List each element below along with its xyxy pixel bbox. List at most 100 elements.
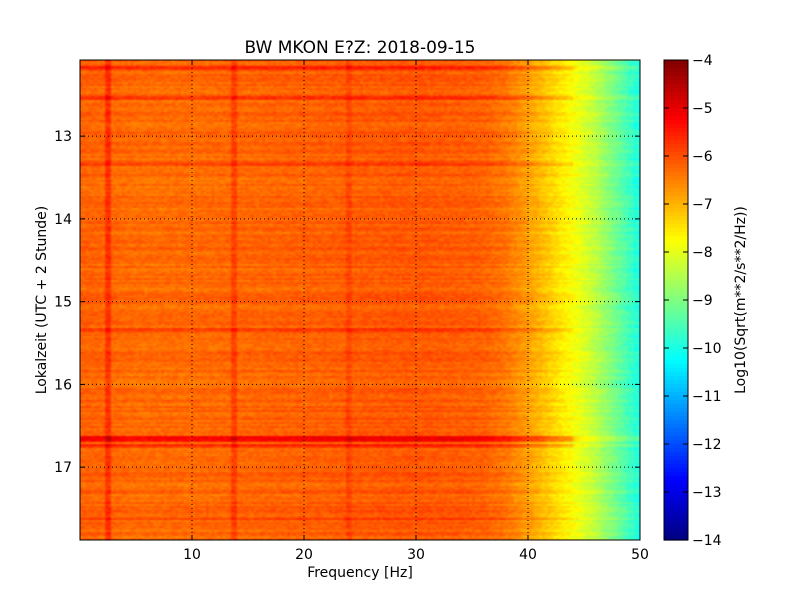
colorbar-segment [664, 424, 688, 429]
colorbar-segment [664, 60, 688, 65]
colorbar-segment [664, 360, 688, 365]
colorbar-segment [664, 456, 688, 461]
spectrogram-image [80, 60, 640, 540]
x-tick-label: 10 [183, 547, 201, 563]
colorbar-segment [664, 112, 688, 117]
colorbar-segment [664, 220, 688, 225]
colorbar-segment [664, 436, 688, 441]
colorbar-segment [664, 232, 688, 237]
colorbar-segment [664, 468, 688, 473]
plot-frame [79, 59, 641, 541]
colorbar-segment [664, 116, 688, 121]
colorbar-segment [664, 492, 688, 497]
colorbar-segment [664, 536, 688, 541]
colorbar-segment [664, 340, 688, 345]
colorbar-segment [664, 208, 688, 213]
colorbar-segment [664, 124, 688, 129]
colorbar-segment [664, 256, 688, 261]
colorbar-segment [664, 96, 688, 101]
x-axis-ticks: 10 20 30 40 50 [183, 60, 649, 563]
colorbar-segment [664, 152, 688, 157]
colorbar-segment [664, 308, 688, 313]
colorbar-segment [664, 352, 688, 357]
colorbar-segment [664, 164, 688, 169]
colorbar-segment [664, 408, 688, 413]
colorbar-segment [664, 400, 688, 405]
colorbar-segment [664, 312, 688, 317]
y-axis-label: Lokalzeit (UTC + 2 Stunde) [34, 206, 50, 395]
colorbar-label: Log10(Sqrt(m**2/s**2/Hz)) [733, 206, 749, 394]
colorbar [664, 60, 688, 541]
colorbar-segment [664, 212, 688, 217]
colorbar-segment [664, 196, 688, 201]
colorbar-segment [664, 296, 688, 301]
colorbar-segment [664, 388, 688, 393]
colorbar-segment [664, 64, 688, 69]
colorbar-segment [664, 268, 688, 273]
colorbar-segment [664, 276, 688, 281]
colorbar-segment [664, 428, 688, 433]
colorbar-segment [664, 140, 688, 145]
colorbar-tick-label: −4 [692, 53, 713, 69]
colorbar-segment [664, 104, 688, 109]
colorbar-segment [664, 324, 688, 329]
colorbar-segment [664, 144, 688, 149]
x-axis-label: Frequency [Hz] [307, 565, 413, 581]
colorbar-segment [664, 444, 688, 449]
colorbar-tick-label: −13 [692, 485, 722, 501]
x-tick-label: 40 [519, 547, 537, 563]
colorbar-segment [664, 528, 688, 533]
colorbar-segment [664, 532, 688, 537]
colorbar-segment [664, 464, 688, 469]
colorbar-tick-label: −9 [692, 293, 713, 309]
x-tick-label: 30 [407, 547, 425, 563]
colorbar-segment [664, 504, 688, 509]
colorbar-segment [664, 328, 688, 333]
colorbar-segment [664, 272, 688, 277]
colorbar-tick-label: −11 [692, 389, 722, 405]
colorbar-tick-label: −6 [692, 149, 713, 165]
colorbar-segment [664, 76, 688, 81]
colorbar-segment [664, 88, 688, 93]
colorbar-segment [664, 172, 688, 177]
colorbar-segment [664, 92, 688, 97]
y-tick-label: 14 [54, 212, 72, 228]
colorbar-segment [664, 460, 688, 465]
colorbar-segment [664, 392, 688, 397]
colorbar-segment [664, 192, 688, 197]
colorbar-segment [664, 304, 688, 309]
colorbar-segment [664, 364, 688, 369]
colorbar-segment [664, 440, 688, 445]
colorbar-segment [664, 372, 688, 377]
colorbar-segment [664, 252, 688, 257]
colorbar-segment [664, 472, 688, 477]
colorbar-segment [664, 356, 688, 361]
colorbar-segment [664, 216, 688, 221]
colorbar-segment [664, 120, 688, 125]
colorbar-segment [664, 176, 688, 181]
colorbar-segment [664, 68, 688, 73]
colorbar-segment [664, 512, 688, 517]
colorbar-segment [664, 280, 688, 285]
colorbar-tick-label: −14 [692, 533, 722, 549]
colorbar-segment [664, 236, 688, 241]
colorbar-segment [664, 200, 688, 205]
colorbar-tick-label: −7 [692, 197, 713, 213]
colorbar-segment [664, 416, 688, 421]
grid-lines [80, 60, 640, 540]
colorbar-segment [664, 288, 688, 293]
colorbar-segment [664, 476, 688, 481]
colorbar-segment [664, 496, 688, 501]
colorbar-segment [664, 188, 688, 193]
colorbar-ticks: −4 −5 −6 −7 −8 −9 −10 −11 −12 −13 −14 [664, 53, 722, 549]
colorbar-segment [664, 132, 688, 137]
colorbar-segment [664, 284, 688, 289]
colorbar-segment [664, 156, 688, 161]
colorbar-segment [664, 508, 688, 513]
colorbar-segment [664, 384, 688, 389]
colorbar-segment [664, 184, 688, 189]
colorbar-segment [664, 452, 688, 457]
colorbar-segment [664, 204, 688, 209]
y-axis-ticks: 13 14 15 16 17 [54, 129, 640, 476]
